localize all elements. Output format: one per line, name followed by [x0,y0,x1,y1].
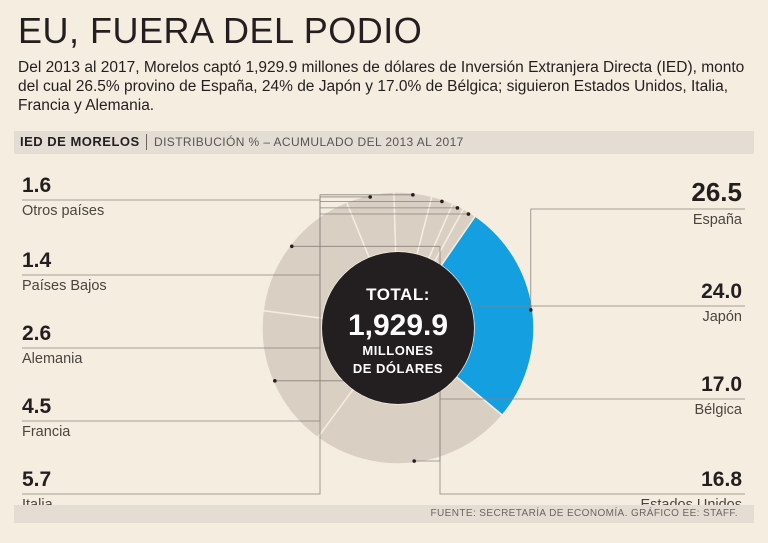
leader-dot [289,244,294,249]
leader-dot [412,459,416,463]
leader-dot [411,193,415,197]
data-label-value: 17.0 [701,373,742,396]
data-label-value: 26.5 [691,177,742,207]
data-label-value: 1.4 [22,249,52,272]
chart-subtitle: Del 2013 al 2017, Morelos captó 1,929.9 … [18,59,745,114]
data-label-category: Otros países [22,203,104,219]
center-circle [322,252,474,404]
data-label-value: 24.0 [701,280,742,303]
chart-header-band: IED DE MORELOS DISTRIBUCIÓN % – ACUMULAD… [14,131,754,154]
leader-line [22,199,469,215]
leader-dot [368,195,373,199]
data-label-category: Países Bajos [22,278,107,294]
data-label-value: 5.7 [22,468,51,491]
leader-line [530,208,745,310]
data-label-value: 1.6 [22,174,51,197]
data-label-value: 2.6 [22,322,51,345]
band-separator [146,134,147,150]
leader-dot [528,308,533,312]
center-total-label: TOTAL: [366,285,430,304]
center-unit-line1: MILLONES [362,343,433,358]
center-total-value: 1,929.9 [348,309,448,342]
data-label-category: Alemania [22,351,83,367]
data-label-value: 4.5 [22,395,52,418]
band-label: IED DE MORELOS [20,134,140,149]
center-unit-line2: DE DÓLARES [353,361,443,376]
data-label-value: 16.8 [701,468,742,491]
leader-dot [440,199,444,204]
leader-dot [466,212,471,216]
footer-band: FUENTE: SECRETARÍA DE ECONOMÍA. GRÁFICO … [14,505,754,523]
data-label-category: España [693,212,743,228]
chart-title: EU, FUERA DEL PODIO [18,10,423,51]
data-label-category: Bélgica [694,402,742,418]
leader-dot [273,379,277,383]
leader-dot [455,206,460,210]
leader-line [22,207,458,276]
source-note: FUENTE: SECRETARÍA DE ECONOMÍA. GRÁFICO … [430,508,738,519]
band-subtitle: DISTRIBUCIÓN % – ACUMULADO DEL 2013 AL 2… [154,135,464,149]
data-label-category: Japón [702,309,742,325]
data-label-category: Francia [22,424,71,440]
